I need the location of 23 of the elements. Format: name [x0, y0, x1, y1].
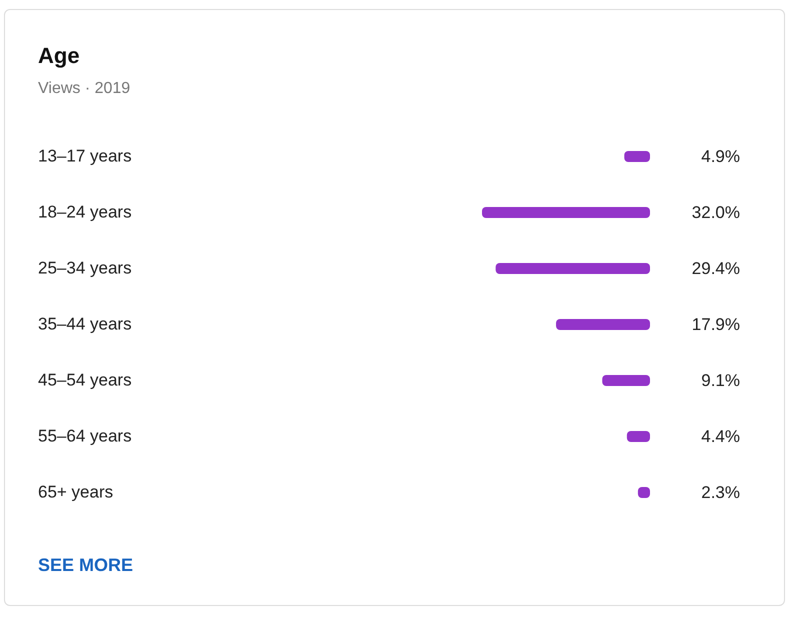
bar	[496, 263, 650, 274]
data-label: 4.4%	[701, 427, 740, 446]
data-label: 9.1%	[701, 371, 740, 390]
y-tick-label: 65+ years	[38, 482, 114, 502]
y-tick-label: 45–54 years	[38, 370, 132, 390]
data-label: 29.4%	[692, 259, 740, 278]
data-label: 32.0%	[692, 203, 740, 222]
y-tick-label: 18–24 years	[38, 202, 132, 222]
y-tick-label: 13–17 years	[38, 146, 132, 166]
text: SEE MORE	[38, 554, 134, 576]
data-label: 2.3%	[701, 483, 740, 502]
data-label: 17.9%	[692, 315, 740, 334]
bar	[626, 431, 650, 442]
y-tick-label: 35–44 years	[38, 314, 132, 334]
bar	[602, 375, 650, 386]
text: Views · 2019	[38, 79, 130, 99]
bar	[624, 151, 650, 162]
data-label: 4.9%	[701, 147, 740, 166]
bar	[482, 207, 650, 218]
y-tick-label: 55–64 years	[38, 426, 132, 446]
bar	[556, 319, 650, 330]
y-tick-label: 25–34 years	[38, 258, 132, 278]
text: Age	[38, 42, 80, 70]
